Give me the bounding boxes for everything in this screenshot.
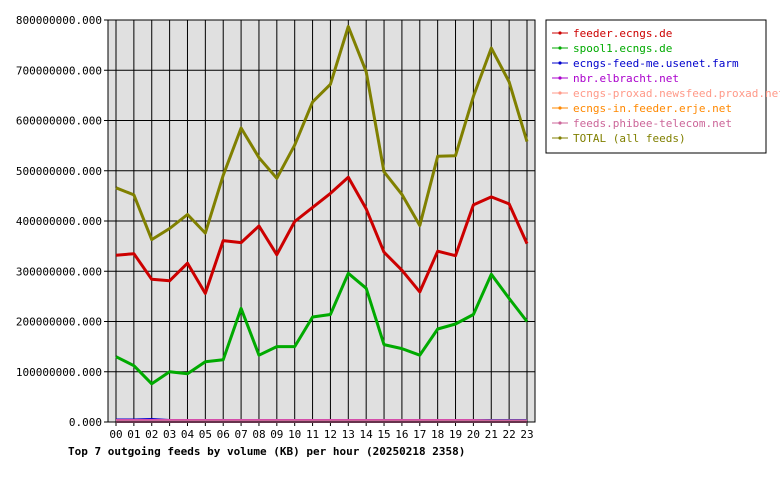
x-tick-label: 13 — [342, 428, 355, 441]
x-tick-label: 14 — [360, 428, 374, 441]
x-tick-label: 05 — [199, 428, 212, 441]
legend-entry: ecngs-feed-me.usenet.farm — [573, 57, 739, 70]
x-tick-label: 09 — [270, 428, 283, 441]
x-tick-label: 02 — [145, 428, 158, 441]
y-tick-label: 300000000.000 — [16, 265, 102, 278]
legend-swatch-marker — [558, 61, 562, 65]
legend-entry: nbr.elbracht.net — [573, 72, 679, 85]
x-tick-label: 11 — [306, 428, 319, 441]
y-axis-ticks: 0.000 100000000.000 200000000.000 300000000… — [16, 14, 108, 429]
x-tick-label: 07 — [234, 428, 247, 441]
y-tick-label: 0.000 — [69, 416, 102, 429]
x-tick-label: 20 — [467, 428, 480, 441]
legend-swatch-marker — [558, 91, 562, 95]
legend-swatch-marker — [558, 31, 562, 35]
x-tick-label: 08 — [252, 428, 265, 441]
legend-box — [545, 19, 767, 154]
x-tick-label: 19 — [449, 428, 462, 441]
y-tick-label: 600000000.000 — [16, 115, 102, 128]
legend-swatch-marker — [558, 136, 562, 140]
x-tick-label: 15 — [377, 428, 390, 441]
y-tick-label: 500000000.000 — [16, 165, 102, 178]
legend-swatch-marker — [558, 106, 562, 110]
x-tick-label: 23 — [520, 428, 533, 441]
legend-entry: feeds.phibee-telecom.net — [573, 117, 732, 130]
x-axis-ticks: 00 01 02 03 04 05 06 07 08 09 10 11 12 13 14 15 16 17 18 19… — [109, 422, 534, 441]
x-tick-label: 12 — [324, 428, 337, 441]
legend-swatch-marker — [558, 46, 562, 50]
y-tick-label: 800000000.000 — [16, 14, 102, 27]
x-tick-label: 00 — [109, 428, 122, 441]
series-line — [115, 271, 529, 386]
x-tick-label: 16 — [395, 428, 408, 441]
x-tick-label: 01 — [127, 428, 140, 441]
legend-entry: spool1.ecngs.de — [573, 42, 672, 55]
legend-swatch-marker — [558, 121, 562, 125]
x-tick-label: 18 — [431, 428, 444, 441]
legend-entry: TOTAL (all feeds) — [573, 132, 686, 145]
series-line — [115, 25, 529, 242]
x-tick-label: 21 — [485, 428, 498, 441]
legend-swatch-marker — [558, 76, 562, 80]
y-tick-label: 100000000.000 — [16, 366, 102, 379]
y-tick-label: 400000000.000 — [16, 215, 102, 228]
legend: feeder.ecngs.de spool1.ecngs.de ecngs-feed… — [545, 19, 780, 154]
series-line — [115, 175, 529, 295]
x-tick-label: 03 — [163, 428, 176, 441]
chart-title: Top 7 outgoing feeds by volume (KB) per … — [68, 445, 465, 458]
x-tick-label: 06 — [217, 428, 230, 441]
y-tick-label: 700000000.000 — [16, 64, 102, 77]
y-tick-label: 200000000.000 — [16, 316, 102, 329]
x-tick-label: 22 — [503, 428, 516, 441]
legend-entry: ecngs-in.feeder.erje.net — [573, 102, 732, 115]
x-tick-label: 17 — [413, 428, 426, 441]
x-tick-label: 10 — [288, 428, 301, 441]
plot-frame — [107, 19, 536, 423]
legend-entry: feeder.ecngs.de — [573, 27, 672, 40]
x-tick-label: 04 — [181, 428, 195, 441]
legend-entry: ecngs-proxad.newsfeed.proxad.net — [573, 87, 780, 100]
